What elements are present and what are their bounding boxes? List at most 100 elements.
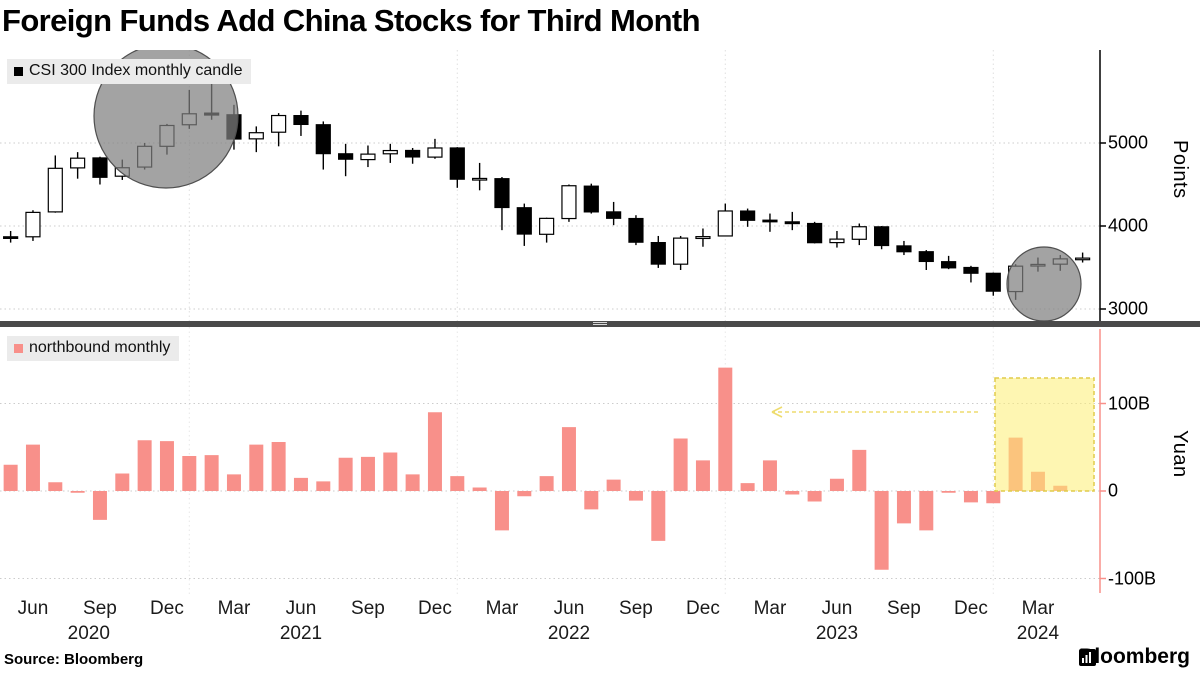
flow-bar [383, 452, 398, 491]
x-month-label: Dec [954, 598, 988, 619]
candle-up [539, 217, 555, 235]
flow-bar [182, 456, 197, 491]
candle-legend-label: CSI 300 Index monthly candle [29, 62, 243, 79]
x-month-label: Jun [553, 598, 585, 619]
x-year-label: 2024 [1016, 623, 1060, 644]
candle-down [3, 236, 19, 239]
x-month-label: Dec [686, 598, 720, 619]
candle-up [472, 177, 488, 181]
flow-bar [338, 457, 353, 491]
candle-up [382, 149, 398, 155]
flow-bar [651, 491, 666, 541]
x-year-label: 2022 [547, 623, 591, 644]
candle-down [874, 226, 890, 247]
candle-down [650, 242, 666, 265]
candlestick-chart-canvas[interactable] [0, 50, 1200, 323]
candle-up [70, 157, 86, 169]
flow-bar [963, 491, 978, 503]
x-month-label: Mar [217, 598, 251, 619]
x-month-label: Sep [83, 598, 117, 619]
candle-down [293, 115, 309, 126]
flow-bar [226, 474, 241, 491]
late-2020-rally-circle [93, 50, 239, 189]
points-tick-label: 4000 [1108, 215, 1149, 236]
flow-bar [92, 491, 107, 520]
candle-up [851, 226, 867, 240]
flow-bar [249, 444, 264, 491]
candle-up [25, 211, 41, 238]
flow-bar [561, 427, 576, 491]
early-2024-rebound-circle [1006, 246, 1082, 322]
x-month-label: Jun [285, 598, 317, 619]
points-axis-label: Points [1169, 140, 1191, 199]
flow-bar [360, 456, 375, 491]
candle-down [896, 245, 912, 253]
flow-bar [159, 441, 174, 491]
candle-down [449, 147, 465, 180]
three-month-inflow-highlight [994, 377, 1095, 492]
flow-bar [494, 491, 509, 531]
flow-bar [919, 491, 934, 531]
flow-bar [584, 491, 599, 510]
flow-bar [405, 474, 420, 491]
panel-splitter[interactable] [0, 321, 1200, 327]
candle-up [248, 132, 264, 140]
candle-down [628, 217, 644, 243]
bloomberg-terminal-icon [1079, 648, 1097, 666]
flow-bar [450, 476, 465, 491]
flow-bar [137, 440, 152, 491]
flow-bar [204, 455, 219, 491]
flow-bar [807, 491, 822, 502]
candle-down [583, 185, 599, 213]
candle-down [963, 266, 979, 274]
flows-legend-label: northbound monthly [29, 339, 171, 356]
yuan-axis-label: Yuan [1169, 430, 1191, 478]
inflow-arrowhead [771, 406, 783, 413]
flow-bar [517, 491, 532, 497]
x-year-label: 2021 [279, 623, 323, 644]
candle-down [606, 211, 622, 219]
points-tick-label: 3000 [1108, 298, 1149, 319]
x-month-label: Sep [619, 598, 653, 619]
candle-down [740, 210, 756, 221]
flow-bar [115, 473, 130, 491]
x-year-label: 2020 [67, 623, 110, 644]
flow-bar [852, 449, 867, 491]
flow-bar [293, 477, 308, 491]
candle-down [494, 178, 510, 209]
flow-bar [941, 491, 956, 493]
flows-bar-chart-canvas[interactable] [0, 327, 1200, 595]
flow-bar [70, 491, 85, 493]
x-month-label: Sep [351, 598, 385, 619]
flow-bar [539, 476, 554, 491]
x-month-label: Dec [418, 598, 452, 619]
candle-down [405, 149, 421, 158]
flow-bar [740, 483, 755, 491]
candle-down [92, 157, 108, 178]
flow-bar [427, 412, 442, 491]
candle-up [829, 238, 845, 244]
inflow-arrowhead [771, 411, 783, 418]
x-month-label: Mar [753, 598, 787, 619]
x-month-label: Jun [821, 598, 853, 619]
x-month-label: Mar [1021, 598, 1055, 619]
x-month-label: Mar [485, 598, 519, 619]
flow-bar [3, 464, 18, 491]
flow-bar [695, 460, 710, 491]
splitter-grip-icon[interactable] [593, 322, 607, 326]
yuan-tick-label: -100B [1108, 568, 1157, 588]
candle-up [695, 236, 711, 240]
flow-bar [829, 478, 844, 491]
candle-down [516, 207, 532, 235]
source-text: Source: Bloomberg [4, 651, 144, 668]
flow-bar [718, 367, 733, 491]
candle-down [315, 124, 331, 155]
candle-down [985, 272, 1001, 292]
candle-down [762, 219, 778, 223]
candle-down [918, 251, 934, 263]
flow-bar [874, 491, 889, 570]
flow-bar [762, 460, 777, 491]
candle-up [717, 210, 733, 237]
candle-up [47, 167, 63, 213]
